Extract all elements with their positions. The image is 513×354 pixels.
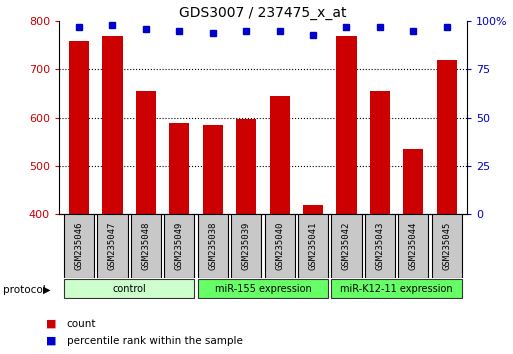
Text: protocol: protocol bbox=[3, 285, 45, 295]
Bar bbox=[265, 214, 294, 278]
Bar bbox=[231, 214, 261, 278]
Bar bbox=[236, 119, 256, 214]
Text: miR-155 expression: miR-155 expression bbox=[214, 284, 311, 293]
Bar bbox=[164, 214, 194, 278]
Bar bbox=[298, 214, 328, 278]
Text: GSM235047: GSM235047 bbox=[108, 222, 117, 270]
Text: ▶: ▶ bbox=[43, 285, 50, 295]
Bar bbox=[337, 36, 357, 214]
Bar bbox=[103, 36, 123, 214]
Text: GSM235041: GSM235041 bbox=[308, 222, 318, 270]
Text: GSM235039: GSM235039 bbox=[242, 222, 251, 270]
Text: GSM235043: GSM235043 bbox=[376, 222, 384, 270]
Bar bbox=[203, 125, 223, 214]
Bar bbox=[331, 214, 362, 278]
Text: GSM235044: GSM235044 bbox=[409, 222, 418, 270]
Bar bbox=[398, 214, 428, 278]
Text: GSM235048: GSM235048 bbox=[142, 222, 150, 270]
Bar bbox=[331, 279, 462, 298]
Text: GSM235040: GSM235040 bbox=[275, 222, 284, 270]
Bar bbox=[69, 40, 89, 214]
Text: ■: ■ bbox=[46, 336, 56, 346]
Bar bbox=[303, 205, 323, 214]
Bar bbox=[437, 60, 457, 214]
Text: GSM235046: GSM235046 bbox=[74, 222, 84, 270]
Text: GSM235038: GSM235038 bbox=[208, 222, 218, 270]
Text: count: count bbox=[67, 319, 96, 329]
Bar bbox=[270, 96, 290, 214]
Bar bbox=[97, 214, 128, 278]
Text: GSM235045: GSM235045 bbox=[442, 222, 451, 270]
Text: percentile rank within the sample: percentile rank within the sample bbox=[67, 336, 243, 346]
Text: GSM235042: GSM235042 bbox=[342, 222, 351, 270]
Bar bbox=[64, 279, 194, 298]
Text: control: control bbox=[112, 284, 146, 293]
Bar bbox=[432, 214, 462, 278]
Bar bbox=[169, 122, 189, 214]
Bar bbox=[64, 214, 94, 278]
Text: GSM235049: GSM235049 bbox=[175, 222, 184, 270]
Title: GDS3007 / 237475_x_at: GDS3007 / 237475_x_at bbox=[179, 6, 347, 20]
Text: miR-K12-11 expression: miR-K12-11 expression bbox=[340, 284, 453, 293]
Bar bbox=[136, 91, 156, 214]
Bar bbox=[198, 279, 328, 298]
Text: ■: ■ bbox=[46, 319, 56, 329]
Bar bbox=[370, 91, 390, 214]
Bar bbox=[198, 214, 228, 278]
Bar bbox=[365, 214, 395, 278]
Bar bbox=[403, 149, 423, 214]
Bar bbox=[131, 214, 161, 278]
